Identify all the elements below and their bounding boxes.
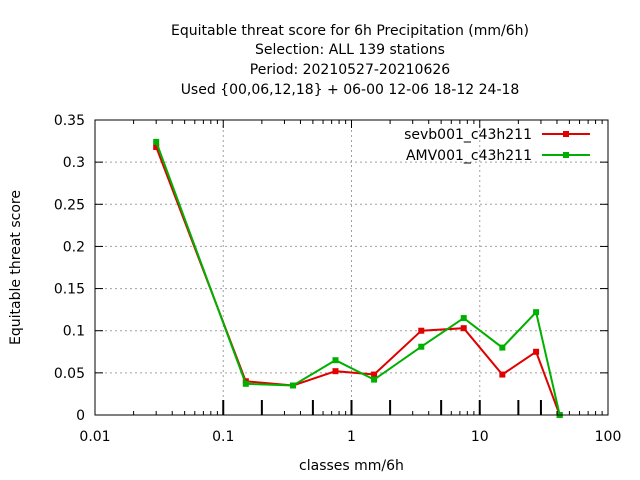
data-point — [332, 368, 339, 375]
y-tick-label: 0.15 — [54, 282, 85, 298]
data-point — [460, 315, 467, 322]
data-point — [242, 380, 249, 387]
title-line-1: Equitable threat score for 6h Precipitat… — [171, 23, 529, 39]
x-tick-label: 0.01 — [79, 429, 110, 445]
legend-label: AMV001_c43h211 — [406, 148, 532, 164]
series-line — [155, 141, 561, 416]
data-point — [153, 143, 160, 150]
data-point — [153, 138, 160, 145]
y-tick-label: 0.25 — [54, 197, 85, 213]
data-point — [290, 382, 297, 389]
data-point — [418, 343, 425, 350]
class-markers — [222, 400, 542, 415]
y-tick-label: 0.1 — [63, 324, 85, 340]
data-point — [371, 376, 378, 383]
legend-label: sevb001_c43h211 — [404, 127, 532, 143]
data-point — [499, 371, 506, 378]
legend-swatch-marker — [563, 131, 569, 137]
grid — [95, 120, 608, 415]
y-axis-label: Equitable threat score — [8, 190, 24, 345]
data-point — [332, 357, 339, 364]
axes: 0 0.05 0.1 0.15 0.2 0.25 0.3 0.35 0.01 0.1 1 10 100 — [54, 113, 622, 445]
title-line-4: Used {00,06,12,18} + 06-00 12-06 18-12 2… — [181, 82, 520, 98]
data-point — [533, 348, 540, 355]
data-point — [499, 344, 506, 351]
x-axis-label: classes mm/6h — [299, 458, 404, 474]
y-tick-label: 0.35 — [54, 113, 85, 129]
data-point — [460, 325, 467, 332]
title-line-3: Period: 20210527-20210626 — [250, 62, 450, 78]
series-line — [155, 146, 561, 416]
y-tick-label: 0.3 — [63, 155, 85, 171]
data-point — [418, 327, 425, 334]
chart-title: Equitable threat score for 6h Precipitat… — [171, 23, 529, 98]
y-tick-label: 0.2 — [63, 239, 85, 255]
x-tick-label: 0.1 — [212, 429, 234, 445]
y-tick-label: 0.05 — [54, 366, 85, 382]
series-1 — [153, 143, 563, 418]
series-layer — [153, 138, 563, 418]
title-line-2: Selection: ALL 139 stations — [255, 42, 445, 58]
data-point — [533, 309, 540, 316]
x-tick-label: 1 — [347, 429, 356, 445]
y-tick-label: 0 — [76, 408, 85, 424]
legend: sevb001_c43h211 AMV001_c43h211 — [404, 127, 590, 164]
series-2 — [153, 138, 563, 418]
legend-swatch-marker — [563, 152, 569, 158]
data-point — [371, 371, 378, 378]
x-tick-label: 10 — [471, 429, 489, 445]
x-tick-label: 100 — [595, 429, 622, 445]
